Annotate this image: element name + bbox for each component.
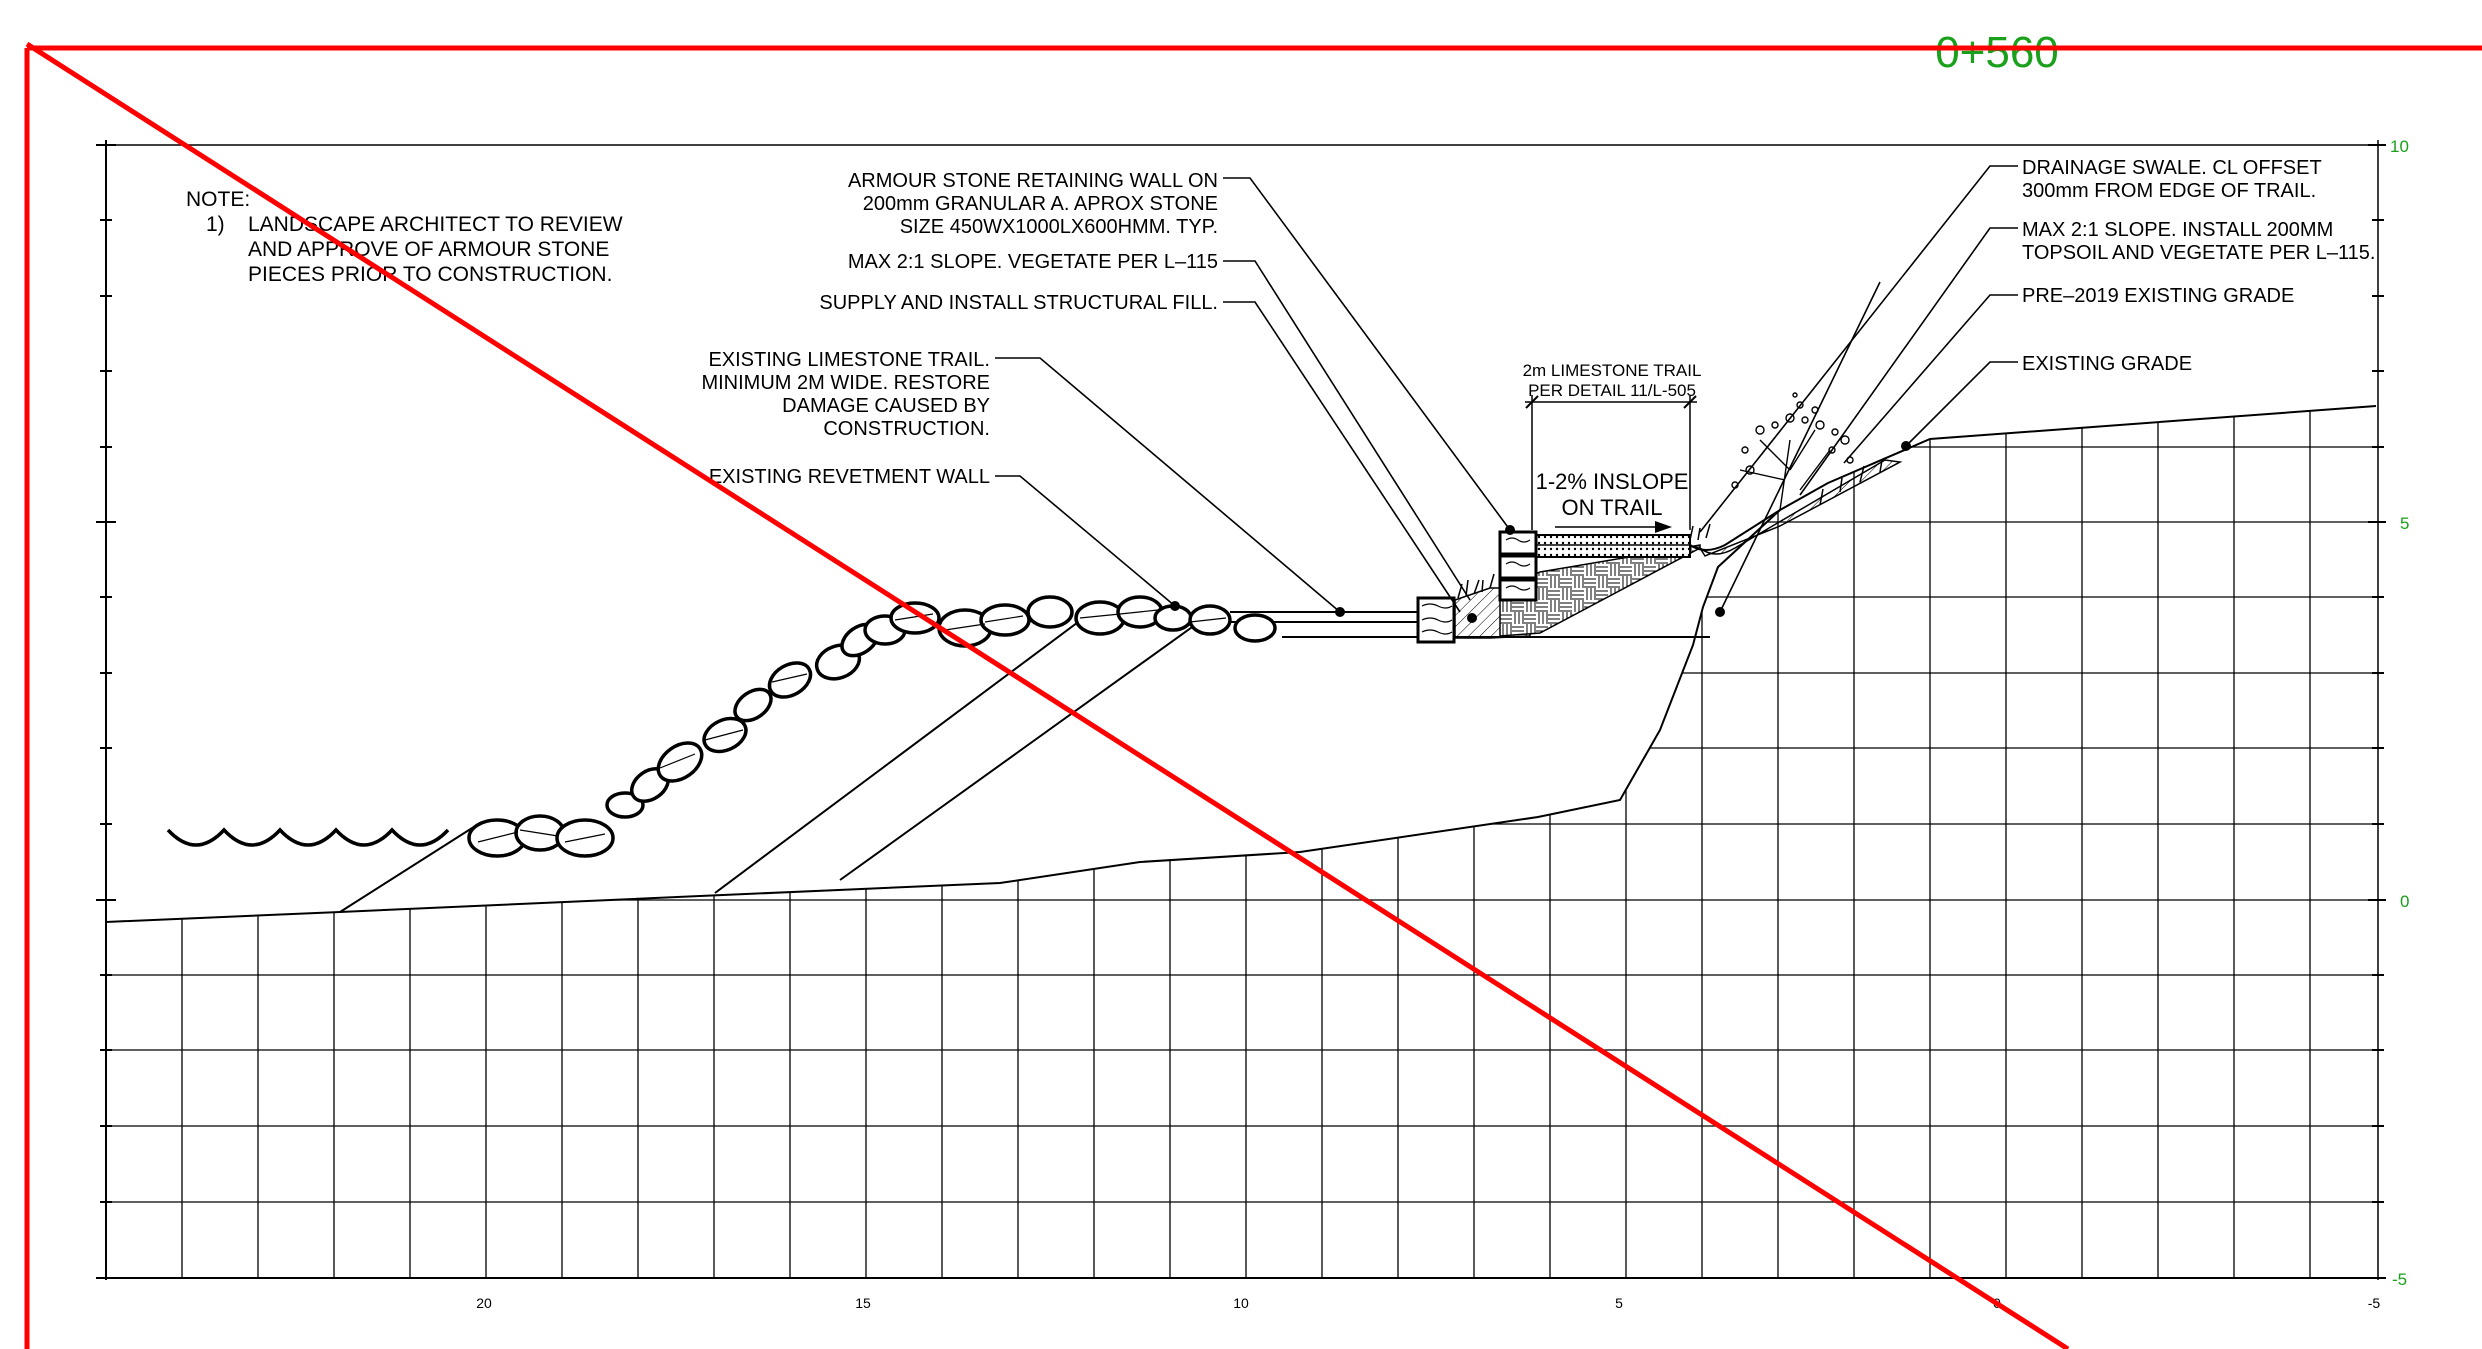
- callout-existing-trail-1: EXISTING LIMESTONE TRAIL.: [708, 349, 990, 371]
- revetment-rocks: [467, 595, 1277, 858]
- callout-existing-trail-4: CONSTRUCTION.: [823, 418, 990, 440]
- x-label-20: 20: [476, 1295, 492, 1311]
- callout-armour-stone-1: ARMOUR STONE RETAINING WALL ON: [848, 170, 1218, 192]
- inslope-label-1: 1-2% INSLOPE: [1536, 469, 1689, 494]
- x-label-10: 10: [1233, 1295, 1249, 1311]
- note-line-2: AND APPROVE OF ARMOUR STONE: [248, 238, 609, 261]
- trail-width-label-2: PER DETAIL 11/L-505: [1528, 381, 1696, 400]
- trail-section: [339, 392, 1903, 913]
- subsurface-grid: [106, 406, 2376, 1278]
- right-callouts: DRAINAGE SWALE. CL OFFSET 300mm FROM EDG…: [2022, 157, 2375, 375]
- y-label-minus5: -5: [2392, 1270, 2407, 1289]
- y-label-10: 10: [2390, 137, 2409, 156]
- callout-armour-stone-2: 200mm GRANULAR A. APROX STONE: [863, 193, 1218, 215]
- note-block: NOTE: 1) LANDSCAPE ARCHITECT TO REVIEW A…: [186, 188, 623, 286]
- callout-existing-trail-3: DAMAGE CAUSED BY: [782, 395, 990, 417]
- note-number: 1): [206, 213, 225, 236]
- station-label: 0+560: [1935, 28, 2059, 77]
- left-callouts: ARMOUR STONE RETAINING WALL ON 200mm GRA…: [701, 170, 1218, 488]
- callout-pre2019-grade: PRE–2019 EXISTING GRADE: [2022, 285, 2294, 307]
- trail-width-label-1: 2m LIMESTONE TRAIL: [1523, 361, 1702, 380]
- trail-labels: 2m LIMESTONE TRAIL PER DETAIL 11/L-505 1…: [1523, 361, 1702, 520]
- red-markup: [24, 41, 2482, 1349]
- water-waves-icon: [166, 827, 450, 847]
- y-label-0: 0: [2400, 892, 2409, 911]
- right-axis-ticks: [2368, 144, 2386, 1279]
- x-label-15: 15: [855, 1295, 871, 1311]
- note-heading: NOTE:: [186, 188, 250, 211]
- x-label-5: 5: [1615, 1295, 1623, 1311]
- shrub-icon: [1731, 392, 1854, 511]
- callout-topsoil-2: TOPSOIL AND VEGETATE PER L–115.: [2022, 242, 2375, 264]
- note-line-1: LANDSCAPE ARCHITECT TO REVIEW: [248, 213, 623, 236]
- callout-armour-stone-3: SIZE 450WX1000LX600HMM. TYP.: [900, 216, 1218, 238]
- x-axis-labels: 20 15 10 5 0 -5: [476, 1295, 2380, 1311]
- x-label-minus5: -5: [2368, 1295, 2381, 1311]
- callout-drainage-swale-1: DRAINAGE SWALE. CL OFFSET: [2022, 157, 2322, 179]
- y-axis-labels: 10 5 0 -5: [2390, 137, 2409, 1289]
- existing-ground-line: [105, 405, 2377, 923]
- callout-existing-trail-2: MINIMUM 2M WIDE. RESTORE: [701, 372, 990, 394]
- callout-existing-grade: EXISTING GRADE: [2022, 353, 2192, 375]
- leader-lines: [995, 165, 2018, 623]
- callout-drainage-swale-2: 300mm FROM EDGE OF TRAIL.: [2022, 180, 2316, 202]
- callout-revetment: EXISTING REVETMENT WALL: [709, 466, 990, 488]
- inslope-label-2: ON TRAIL: [1561, 495, 1662, 520]
- y-label-5: 5: [2400, 514, 2409, 533]
- callout-topsoil-1: MAX 2:1 SLOPE. INSTALL 200MM: [2022, 219, 2333, 241]
- callout-max-slope-l115: MAX 2:1 SLOPE. VEGETATE PER L–115: [848, 251, 1218, 273]
- trail-width-dimension: [1525, 395, 1697, 533]
- callout-structural-fill: SUPPLY AND INSTALL STRUCTURAL FILL.: [819, 292, 1218, 314]
- note-line-3: PIECES PRIOR TO CONSTRUCTION.: [248, 263, 612, 286]
